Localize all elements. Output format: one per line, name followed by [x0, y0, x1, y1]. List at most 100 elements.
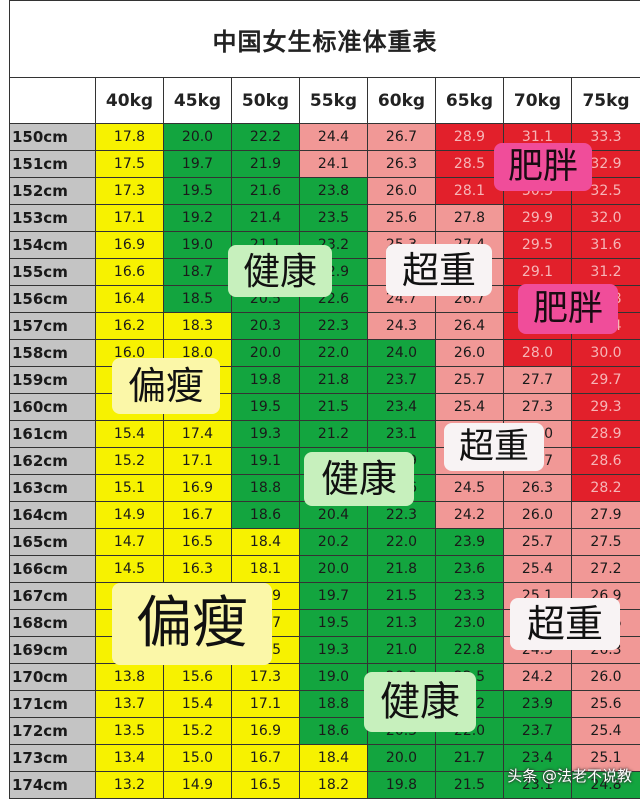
bmi-cell: 17.1: [96, 205, 164, 232]
height-label-cell: 163cm: [10, 475, 96, 502]
bmi-cell: 14.5: [96, 556, 164, 583]
bmi-cell: 16.9: [232, 718, 300, 745]
bmi-cell: 18.4: [232, 529, 300, 556]
sticker-fat-1-label: 肥胖: [508, 150, 578, 185]
height-label-cell: 155cm: [10, 259, 96, 286]
bmi-cell: 19.3: [300, 637, 368, 664]
bmi-cell: 28.9: [436, 124, 504, 151]
bmi-cell: 23.0: [436, 610, 504, 637]
bmi-cell: 28.9: [572, 421, 640, 448]
bmi-cell: 21.2: [300, 421, 368, 448]
bmi-cell: 19.0: [164, 232, 232, 259]
table-title: 中国女生标准体重表: [10, 1, 640, 78]
bmi-cell: 31.2: [572, 259, 640, 286]
bmi-cell: 17.4: [164, 421, 232, 448]
bmi-cell: 22.2: [232, 124, 300, 151]
height-label-cell: 164cm: [10, 502, 96, 529]
bmi-cell: 26.0: [436, 340, 504, 367]
sticker-overweight-2: 超重: [444, 423, 544, 471]
bmi-cell: 16.5: [164, 529, 232, 556]
bmi-cell: 23.4: [368, 394, 436, 421]
sticker-overweight-1-label: 超重: [402, 252, 476, 289]
bmi-cell: 29.3: [572, 394, 640, 421]
bmi-cell: 29.1: [504, 259, 572, 286]
bmi-cell: 27.8: [436, 205, 504, 232]
bmi-cell: 15.2: [164, 718, 232, 745]
bmi-cell: 21.5: [436, 772, 504, 799]
bmi-cell: 13.4: [96, 745, 164, 772]
bmi-cell: 23.6: [436, 556, 504, 583]
sticker-thin-2: 偏瘦: [112, 583, 272, 665]
bmi-cell: 18.4: [300, 745, 368, 772]
height-label-cell: 160cm: [10, 394, 96, 421]
bmi-cell: 15.6: [164, 664, 232, 691]
bmi-cell: 16.2: [96, 313, 164, 340]
sticker-healthy-2: 健康: [304, 452, 414, 506]
bmi-cell: 27.7: [504, 367, 572, 394]
bmi-cell: 18.8: [300, 691, 368, 718]
height-label-cell: 174cm: [10, 772, 96, 799]
corner-cell: [10, 78, 96, 124]
weight-header-cell: 75kg: [572, 78, 640, 124]
height-label-cell: 150cm: [10, 124, 96, 151]
height-label-cell: 154cm: [10, 232, 96, 259]
sticker-overweight-3-label: 超重: [527, 605, 603, 643]
bmi-cell: 29.7: [572, 367, 640, 394]
bmi-cell: 17.3: [232, 664, 300, 691]
sticker-healthy-3-label: 健康: [380, 682, 460, 722]
sticker-healthy-2-label: 健康: [321, 460, 397, 498]
bmi-cell: 21.7: [436, 745, 504, 772]
bmi-cell: 31.6: [572, 232, 640, 259]
table-row: 159cm15.817.819.821.823.725.727.729.7: [10, 367, 640, 394]
bmi-cell: 26.0: [368, 178, 436, 205]
bmi-cell: 27.9: [572, 502, 640, 529]
bmi-cell: 21.8: [300, 367, 368, 394]
bmi-cell: 32.0: [572, 205, 640, 232]
bmi-cell: 18.5: [164, 286, 232, 313]
bmi-cell: 19.5: [232, 394, 300, 421]
height-label-cell: 168cm: [10, 610, 96, 637]
height-label-cell: 166cm: [10, 556, 96, 583]
sticker-overweight-3: 超重: [510, 598, 620, 650]
bmi-cell: 16.4: [96, 286, 164, 313]
sticker-healthy-1-label: 健康: [243, 253, 317, 290]
height-label-cell: 157cm: [10, 313, 96, 340]
bmi-cell: 19.3: [232, 421, 300, 448]
bmi-cell: 13.5: [96, 718, 164, 745]
bmi-cell: 24.2: [436, 502, 504, 529]
height-label-cell: 172cm: [10, 718, 96, 745]
height-label-cell: 161cm: [10, 421, 96, 448]
weight-header-cell: 40kg: [96, 78, 164, 124]
bmi-cell: 18.2: [300, 772, 368, 799]
sticker-thin-1-label: 偏瘦: [128, 367, 204, 405]
weight-header-cell: 60kg: [368, 78, 436, 124]
bmi-cell: 25.6: [368, 205, 436, 232]
sticker-overweight-1: 超重: [386, 244, 492, 296]
bmi-cell: 21.4: [232, 205, 300, 232]
bmi-cell: 19.7: [300, 583, 368, 610]
height-label-cell: 158cm: [10, 340, 96, 367]
bmi-cell: 26.3: [368, 151, 436, 178]
bmi-cell: 25.4: [572, 718, 640, 745]
bmi-cell: 26.4: [436, 313, 504, 340]
height-label-cell: 165cm: [10, 529, 96, 556]
bmi-cell: 19.5: [300, 610, 368, 637]
bmi-cell: 20.2: [300, 529, 368, 556]
bmi-cell: 22.0: [368, 529, 436, 556]
height-label-cell: 151cm: [10, 151, 96, 178]
bmi-cell: 26.3: [504, 475, 572, 502]
bmi-cell: 15.4: [96, 421, 164, 448]
bmi-cell: 16.9: [164, 475, 232, 502]
bmi-cell: 17.1: [164, 448, 232, 475]
bmi-cell: 24.1: [300, 151, 368, 178]
bmi-cell: 14.9: [96, 502, 164, 529]
bmi-cell: 23.5: [300, 205, 368, 232]
bmi-cell: 21.6: [232, 178, 300, 205]
bmi-cell: 16.5: [232, 772, 300, 799]
